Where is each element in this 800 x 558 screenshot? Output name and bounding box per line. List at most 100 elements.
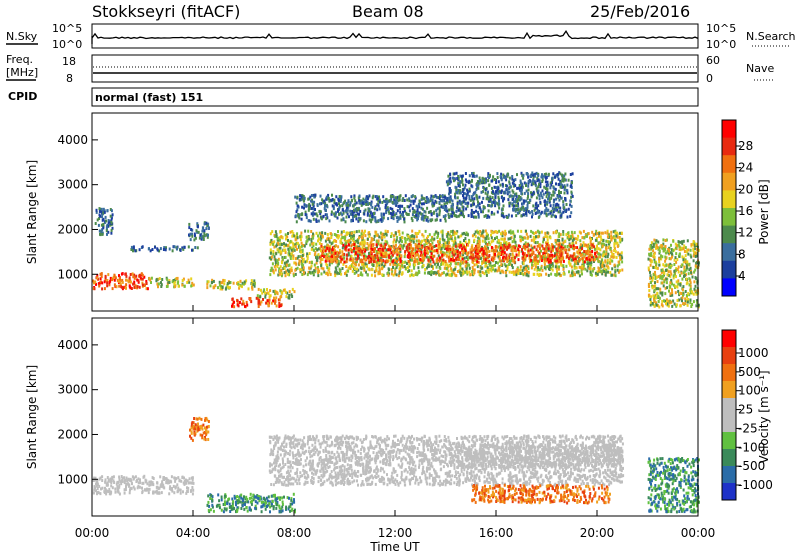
range-cell [555, 203, 557, 206]
range-cell [127, 280, 129, 283]
range-cell [494, 186, 496, 189]
range-cell [555, 239, 557, 242]
range-cell [482, 230, 484, 233]
range-cell [374, 274, 376, 277]
range-cell [499, 257, 501, 260]
range-cell [463, 250, 465, 253]
range-cell [502, 214, 504, 217]
range-cell [508, 202, 510, 205]
range-cell [487, 179, 489, 182]
range-cell [282, 258, 284, 261]
range-cell [498, 207, 500, 210]
range-cell [341, 236, 343, 239]
range-cell [413, 266, 415, 269]
range-cell [264, 291, 266, 294]
range-cell [339, 251, 341, 254]
range-cell [439, 197, 441, 200]
range-cell [561, 257, 563, 260]
range-cell [381, 201, 383, 204]
range-cell [451, 248, 453, 251]
range-cell [382, 195, 384, 198]
range-cell [467, 192, 469, 195]
range-cell [213, 280, 215, 283]
range-cell [327, 244, 329, 247]
range-cell [460, 260, 462, 263]
range-cell [378, 204, 380, 207]
range-cell [517, 212, 519, 215]
range-cell [152, 248, 154, 251]
range-cell [537, 174, 539, 177]
range-cell [427, 200, 429, 203]
range-cell [502, 183, 504, 186]
range-cell [351, 255, 353, 258]
range-cell [315, 243, 317, 246]
range-cell [478, 237, 480, 240]
range-cell [446, 241, 448, 244]
range-cell [407, 235, 409, 238]
range-cell [397, 251, 399, 254]
range-cell [300, 238, 302, 241]
range-cell [580, 254, 582, 257]
range-cell [448, 216, 450, 219]
range-cell [269, 299, 271, 302]
range-cell [313, 249, 315, 252]
range-cell [453, 251, 455, 254]
range-cell [572, 195, 574, 198]
range-cell [319, 242, 321, 245]
range-cell [99, 230, 101, 233]
range-cell [423, 210, 425, 213]
range-cell [583, 250, 585, 253]
range-cell [557, 239, 559, 242]
range-cell [365, 203, 367, 206]
range-cell [581, 236, 583, 239]
range-cell [96, 276, 98, 279]
range-cell [395, 202, 397, 205]
range-cell [438, 201, 440, 204]
range-cell [160, 247, 162, 250]
range-cell [198, 231, 200, 234]
range-cell [610, 231, 612, 234]
range-cell [323, 200, 325, 203]
range-cell [427, 235, 429, 238]
range-cell [119, 277, 121, 280]
range-cell [293, 274, 295, 277]
range-cell [316, 232, 318, 235]
range-cell [483, 205, 485, 208]
range-cell [456, 232, 458, 235]
range-cell [520, 265, 522, 268]
range-cell [163, 248, 165, 251]
range-cell [307, 255, 309, 258]
range-cell [572, 239, 574, 242]
range-cell [509, 177, 511, 180]
range-cell [356, 230, 358, 233]
range-cell [406, 262, 408, 265]
range-cell [362, 241, 364, 244]
range-cell [389, 199, 391, 202]
range-cell [484, 240, 486, 243]
range-cell [188, 223, 190, 226]
range-cell [312, 233, 314, 236]
range-cell [580, 232, 582, 235]
range-cell [494, 178, 496, 181]
range-cell [596, 232, 598, 235]
range-cell [446, 255, 448, 258]
range-cell [354, 231, 356, 234]
range-cell [335, 244, 337, 247]
range-cell [557, 204, 559, 207]
range-cell [222, 286, 224, 289]
range-cell [342, 209, 344, 212]
range-cell [336, 260, 338, 263]
range-cell [277, 262, 279, 265]
freq-right-label: Nave [746, 62, 774, 75]
range-cell [302, 254, 304, 257]
range-cell [320, 247, 322, 250]
range-cell [596, 245, 598, 248]
range-cell [462, 258, 464, 261]
range-cell [617, 264, 619, 267]
range-cell [526, 243, 528, 246]
range-cell [458, 258, 460, 261]
range-cell [416, 253, 418, 256]
range-cell [506, 216, 508, 219]
range-cell [577, 251, 579, 254]
range-cell [288, 296, 290, 299]
